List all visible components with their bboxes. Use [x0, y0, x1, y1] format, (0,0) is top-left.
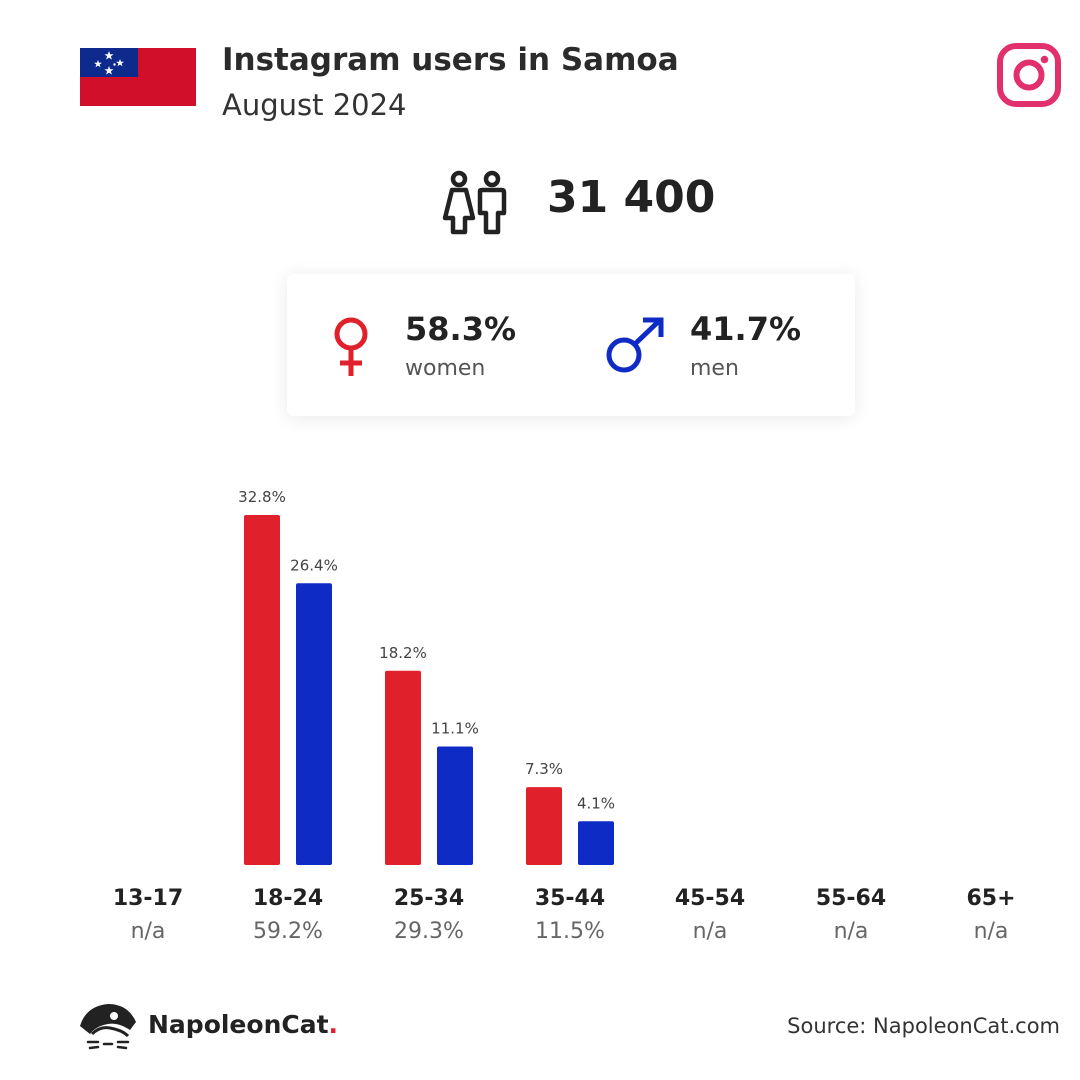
age-group-total: 59.2% — [253, 919, 323, 944]
age-group-label: 65+ — [966, 886, 1015, 911]
male-symbol-icon — [606, 317, 664, 373]
age-distribution-chart: 13-17 n/a 32.8% 26.4% 18-24 59.2% 18.2% 11.1% 25… — [113, 488, 1016, 944]
brand-dot: . — [328, 1010, 339, 1039]
age-group-label: 18-24 — [253, 886, 323, 911]
bar-value-label: 26.4% — [290, 556, 338, 574]
age-group-label: 13-17 — [113, 886, 183, 911]
instagram-icon — [997, 43, 1061, 107]
page-title: Instagram users in Samoa — [222, 42, 679, 78]
bar-men-25-34 — [437, 746, 473, 865]
people-icon — [442, 170, 507, 235]
bar-women-18-24 — [244, 515, 280, 865]
age-group-total: 11.5% — [535, 919, 605, 944]
female-symbol-icon — [334, 317, 368, 376]
age-group-total: n/a — [131, 919, 166, 944]
source-credit: Source: NapoleonCat.com — [787, 1014, 1060, 1038]
bar-value-label: 7.3% — [525, 760, 563, 778]
bar-value-label: 18.2% — [379, 644, 427, 662]
samoa-flag-icon — [80, 48, 196, 106]
bar-women-35-44 — [526, 787, 562, 865]
page-subtitle: August 2024 — [222, 88, 407, 122]
age-group-total: n/a — [974, 919, 1009, 944]
bar-value-label: 32.8% — [238, 488, 286, 506]
brand-name-text: NapoleonCat — [148, 1010, 329, 1039]
gender-breakdown-card: 58.3% women 41.7% men — [287, 274, 855, 416]
age-group-label: 35-44 — [535, 886, 605, 911]
bar-men-18-24 — [296, 583, 332, 865]
women-label: women — [405, 356, 486, 381]
men-label: men — [690, 356, 739, 381]
age-group-label: 25-34 — [394, 886, 464, 911]
total-users-value: 31 400 — [547, 172, 716, 223]
bar-value-label: 11.1% — [431, 720, 479, 738]
bar-women-25-34 — [385, 670, 421, 865]
age-group-total: 29.3% — [394, 919, 464, 944]
age-group-total: n/a — [693, 919, 728, 944]
age-group-total: n/a — [834, 919, 869, 944]
brand-name: NapoleonCat. — [148, 1010, 338, 1039]
bar-men-35-44 — [578, 821, 614, 865]
men-percentage: 41.7% — [690, 310, 802, 348]
bar-value-label: 4.1% — [577, 794, 615, 812]
age-group-label: 45-54 — [675, 886, 745, 911]
age-group-label: 55-64 — [816, 886, 886, 911]
napoleoncat-logo-icon — [80, 1004, 136, 1050]
women-percentage: 58.3% — [405, 310, 517, 348]
